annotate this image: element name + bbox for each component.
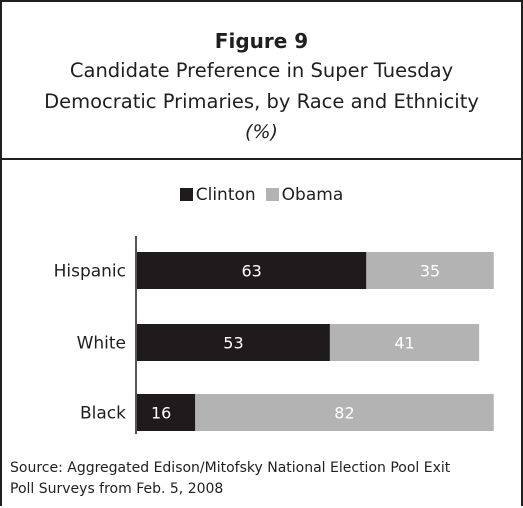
figure-label: Figure 9 xyxy=(214,29,309,53)
source-note: Source: Aggregated Edison/Mitofsky Natio… xyxy=(10,458,515,500)
legend-swatch-obama xyxy=(265,188,279,201)
bar-hispanic-clinton xyxy=(137,252,367,289)
data-label-hispanic-obama: 35 xyxy=(420,262,440,281)
legend-label-clinton: Clinton xyxy=(195,185,256,205)
bar-hispanic-obama xyxy=(366,252,494,289)
legend-label-obama: Obama xyxy=(281,185,344,205)
legend-item-obama: Obama xyxy=(265,185,344,205)
title-block: Figure 9 Candidate Preference in Super T… xyxy=(2,2,521,160)
category-label-black: Black xyxy=(80,404,126,424)
chart-title-line1: Candidate Preference in Super Tuesday xyxy=(69,59,454,82)
data-label-hispanic-clinton: 63 xyxy=(241,262,261,281)
data-label-white-clinton: 53 xyxy=(223,334,243,353)
legend: Clinton Obama xyxy=(2,185,521,205)
chart-title-line2: Democratic Primaries, by Race and Ethnic… xyxy=(44,90,479,113)
bar-white-obama xyxy=(329,324,480,361)
bar-black-clinton xyxy=(137,394,196,431)
chart-title: Candidate Preference in Super Tuesday De… xyxy=(2,55,521,117)
source-line1: Source: Aggregated Edison/Mitofsky Natio… xyxy=(10,460,451,476)
legend-swatch-clinton xyxy=(179,188,193,201)
legend-item-clinton: Clinton xyxy=(179,185,256,205)
source-line2: Poll Surveys from Feb. 5, 2008 xyxy=(10,481,224,497)
data-label-black-obama: 82 xyxy=(334,404,354,423)
category-label-white: White xyxy=(77,334,126,354)
data-label-white-obama: 41 xyxy=(394,334,414,353)
bar-black-obama xyxy=(195,394,494,431)
category-label-hispanic: Hispanic xyxy=(54,262,126,282)
data-label-black-clinton: 16 xyxy=(151,404,171,423)
bar-white-clinton xyxy=(137,324,330,361)
chart-unit: (%) xyxy=(245,121,278,143)
